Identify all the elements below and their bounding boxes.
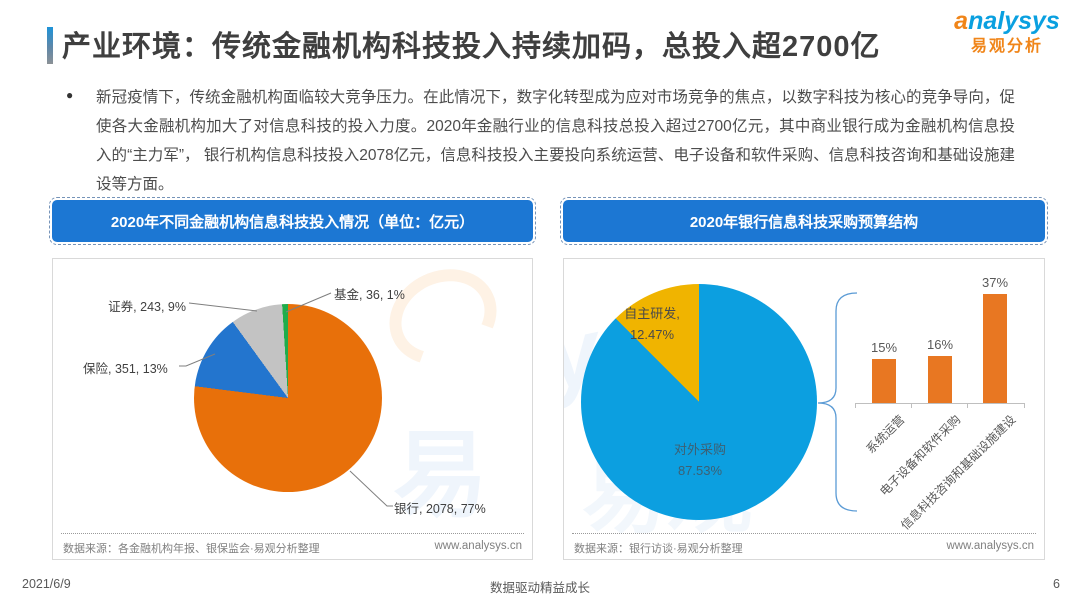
bar-x-axis	[855, 403, 1025, 404]
inhouse-label-line1: 自主研发,	[624, 306, 680, 321]
bar-fill	[872, 358, 896, 403]
left-chart-panel: 易观 证券, 243, 9% 基金, 36, 1% 保险, 351, 13% 银…	[52, 258, 533, 560]
bar-hardware-software: 16%	[926, 336, 954, 403]
left-chart-header: 2020年不同金融机构信息科技投入情况（单位：亿元）	[49, 197, 536, 245]
panel-divider	[572, 533, 1036, 534]
right-chart-header: 2020年银行信息科技采购预算结构	[560, 197, 1048, 245]
page-title: 产业环境：传统金融机构科技投入持续加码，总投入超2700亿	[62, 31, 881, 63]
slice-label-insurance: 保险, 351, 13%	[83, 362, 168, 376]
left-chart-title: 2020年不同金融机构信息科技投入情况（单位：亿元）	[110, 213, 475, 231]
footer-date: 2021/6/9	[22, 577, 71, 591]
right-chart-panel: ysys 易观 自主研发, 12.47% 对外采购 87.53% 15% 16%…	[563, 258, 1045, 560]
leader-line-securities	[188, 302, 258, 312]
procurement-bar-plot: 15% 16% 37%	[564, 259, 1044, 403]
procurement-pie-chart	[581, 284, 817, 520]
bar-fill	[928, 355, 952, 403]
bar-fill	[983, 293, 1007, 403]
slice-label-external: 对外采购 87.53%	[654, 439, 746, 481]
external-label-line2: 87.53%	[677, 463, 723, 478]
right-data-source: 数据来源：银行访谈·易观分析整理	[574, 543, 743, 555]
inhouse-label-line2: 12.47%	[629, 327, 675, 342]
axis-tick	[855, 404, 856, 408]
axis-tick	[911, 404, 912, 408]
right-chart-title: 2020年银行信息科技采购预算结构	[689, 213, 919, 231]
bullet-icon: ●	[66, 88, 74, 102]
watermark-swirl-icon	[373, 259, 513, 382]
left-website-link[interactable]: www.analysys.cn	[434, 540, 522, 552]
slice-label-banks: 银行, 2078, 77%	[394, 502, 486, 516]
bar-value-label: 15%	[870, 339, 898, 355]
watermark-text: 易观	[393, 423, 489, 529]
investment-pie-chart	[194, 304, 382, 492]
axis-tick	[1024, 404, 1025, 408]
bar-system-ops: 15%	[870, 339, 898, 403]
title-accent-bar	[47, 27, 53, 64]
analysys-logo: analysys 易观分析	[952, 7, 1062, 55]
slice-label-securities: 证券, 243, 9%	[108, 300, 186, 314]
right-website-link[interactable]: www.analysys.cn	[946, 540, 1034, 552]
logo-brand-text: analysys	[954, 7, 1060, 35]
external-label-line1: 对外采购	[673, 442, 726, 457]
bar-consulting-infra: 37%	[981, 274, 1009, 403]
bar-value-label: 16%	[926, 336, 954, 352]
intro-paragraph: 新冠疫情下，传统金融机构面临较大竞争压力。在此情况下，数字化转型成为应对市场竞争…	[96, 89, 1015, 193]
bar-value-label: 37%	[981, 274, 1009, 290]
panel-divider	[61, 533, 524, 534]
footer-page-number: 6	[1053, 577, 1060, 591]
slice-label-inhouse: 自主研发, 12.47%	[606, 303, 698, 345]
axis-tick	[967, 404, 968, 408]
leader-line-banks	[349, 470, 393, 507]
footer-slogan: 数据驱动精益成长	[489, 581, 590, 595]
slice-label-funds: 基金, 36, 1%	[334, 288, 405, 302]
logo-chinese-text: 易观分析	[970, 37, 1043, 55]
left-data-source: 数据来源：各金融机构年报、银保监会·易观分析整理	[63, 543, 320, 555]
